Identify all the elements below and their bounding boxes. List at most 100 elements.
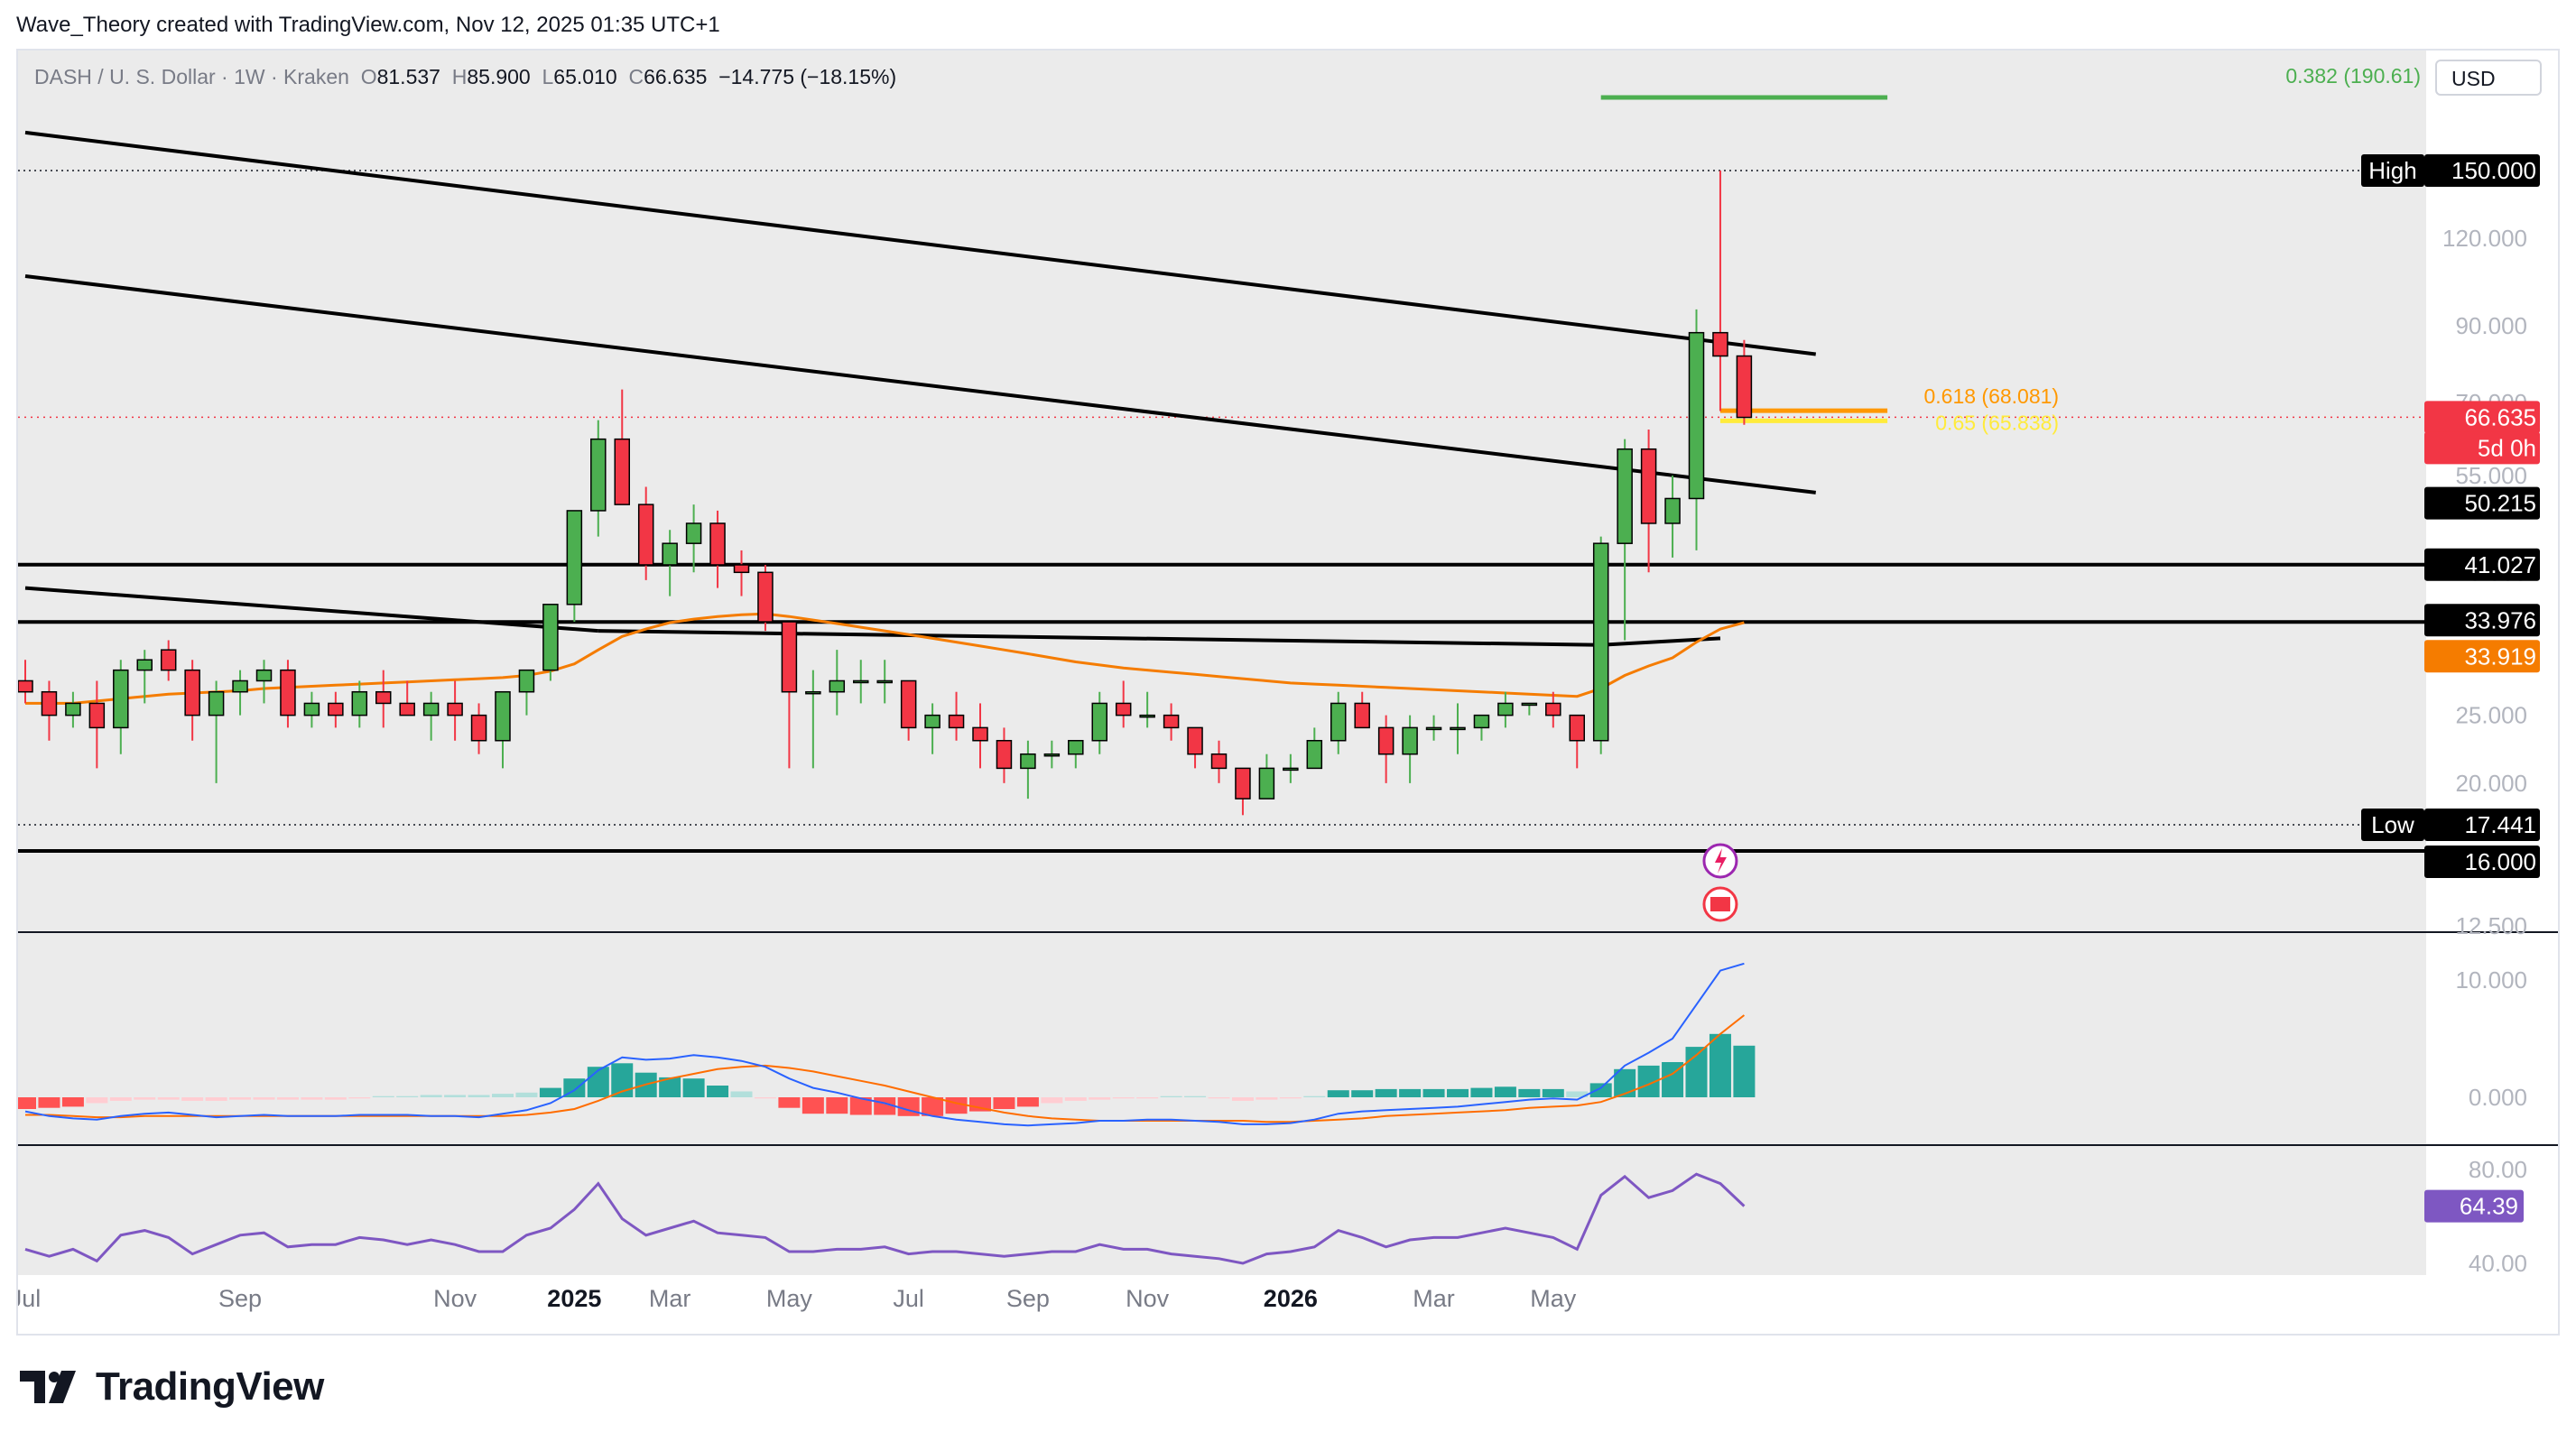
trend-channel-line (24, 586, 598, 633)
candle-body (1020, 753, 1036, 770)
candle-body (18, 679, 33, 693)
time-axis-label: 2026 (1264, 1285, 1318, 1312)
macd-histogram-bar (802, 1097, 824, 1114)
macd-histogram-bar (515, 1092, 538, 1097)
candle-body (351, 690, 368, 716)
macd-histogram-bar (229, 1097, 252, 1100)
candle (566, 510, 583, 623)
macd-histogram-bar (754, 1097, 776, 1099)
candle (1258, 753, 1275, 800)
macd-tick-label: 0.000 (2469, 1084, 2527, 1111)
candle-body (422, 702, 440, 716)
candle-body (1640, 448, 1657, 524)
chart-frame[interactable]: 150.000120.00090.00070.00055.00040.00025… (16, 49, 2560, 1336)
fib-level-label: 0.618 (68.081) (1923, 384, 2059, 408)
open-value: 81.537 (376, 65, 440, 88)
macd-histogram-bar (1016, 1097, 1039, 1107)
chart-canvas[interactable]: 150.000120.00090.00070.00055.00040.00025… (18, 51, 2560, 1336)
candle-body (1163, 714, 1180, 729)
candle (65, 691, 81, 728)
price-tick-label: 55.000 (2455, 462, 2527, 489)
macd-histogram-bar (1614, 1068, 1636, 1097)
macd-histogram-bar (18, 1097, 36, 1109)
candle-body (1617, 448, 1633, 544)
high-value: 85.900 (467, 65, 531, 88)
macd-histogram-bar (730, 1091, 753, 1097)
macd-histogram-bar (301, 1097, 323, 1100)
macd-histogram-bar (1208, 1097, 1230, 1099)
candle-body (375, 690, 392, 705)
candle-body (1473, 714, 1490, 729)
candle-body (996, 739, 1013, 770)
high-tag-text: High (2368, 157, 2416, 184)
us-flag-icon (1710, 897, 1730, 911)
candle-body (160, 649, 177, 671)
macd-histogram-bar (1733, 1045, 1756, 1097)
candle (1497, 691, 1514, 728)
macd-pane-bg (18, 933, 2426, 1144)
macd-histogram-bar (587, 1067, 609, 1097)
trendline-price-badge-bg (2424, 486, 2540, 520)
low-value: 65.010 (553, 65, 617, 88)
candle (422, 691, 440, 741)
change-value: −14.775 (−18.15%) (718, 65, 897, 88)
macd-histogram-bar (1447, 1088, 1469, 1097)
candle-body (685, 522, 702, 544)
macd-histogram-bar (1231, 1097, 1254, 1101)
candle (1283, 753, 1299, 783)
candle-body (184, 669, 200, 716)
macd-histogram-bar (682, 1078, 705, 1097)
currency-button[interactable]: USD (2435, 60, 2542, 96)
macd-histogram-bar (1399, 1088, 1422, 1097)
price-pane-bg (18, 51, 2426, 931)
macd-histogram-bar (659, 1077, 681, 1097)
macd-histogram-bar (778, 1097, 801, 1108)
candle-body (1306, 739, 1323, 770)
candle (1402, 715, 1418, 783)
candle-body (733, 564, 750, 574)
candle (709, 510, 726, 588)
candle (662, 530, 678, 596)
candle (1592, 536, 1609, 754)
candle (1640, 429, 1657, 573)
price-tick-label: 12.500 (2455, 912, 2527, 939)
open-label: O (360, 65, 377, 88)
candle-body (495, 690, 511, 742)
tradingview-logo-icon (20, 1371, 76, 1403)
candle (996, 727, 1013, 783)
candle (1736, 339, 1753, 425)
time-axis-label: Nov (433, 1285, 477, 1312)
price-tick-label: 20.000 (2455, 770, 2527, 797)
lightning-icon (1714, 848, 1727, 874)
candle-body (1330, 702, 1347, 742)
candle-body (590, 438, 607, 512)
macd-histogram-bar (324, 1097, 347, 1100)
macd-histogram-bar (134, 1097, 156, 1100)
candle (757, 564, 774, 632)
macd-histogram-bar (539, 1087, 561, 1097)
macd-histogram-bar (109, 1097, 132, 1101)
candle (1425, 715, 1442, 741)
candle-body (1210, 753, 1228, 770)
candle-body (614, 438, 630, 505)
macd-histogram-bar (253, 1097, 275, 1100)
tradingview-logo[interactable]: TradingView (20, 1364, 324, 1410)
candle (1688, 309, 1705, 550)
candle (1569, 714, 1585, 769)
candle-body (542, 604, 559, 671)
macd-histogram-bar (492, 1094, 514, 1097)
candle-body (208, 690, 225, 716)
high-label: H (451, 65, 468, 88)
candle (41, 680, 58, 741)
macd-histogram-bar (1494, 1086, 1516, 1097)
macd-histogram-bar (1136, 1097, 1159, 1099)
candle (255, 660, 273, 704)
candle (18, 660, 33, 704)
macd-histogram-bar (1351, 1090, 1374, 1097)
countdown-badge: 5d 0h (2424, 431, 2540, 465)
candle (1712, 171, 1728, 411)
candle (495, 690, 511, 769)
low-price-badge-text: 17.441 (2464, 811, 2536, 838)
support-2-badge-bg (2424, 604, 2540, 637)
trend-channel-line (24, 130, 1816, 356)
